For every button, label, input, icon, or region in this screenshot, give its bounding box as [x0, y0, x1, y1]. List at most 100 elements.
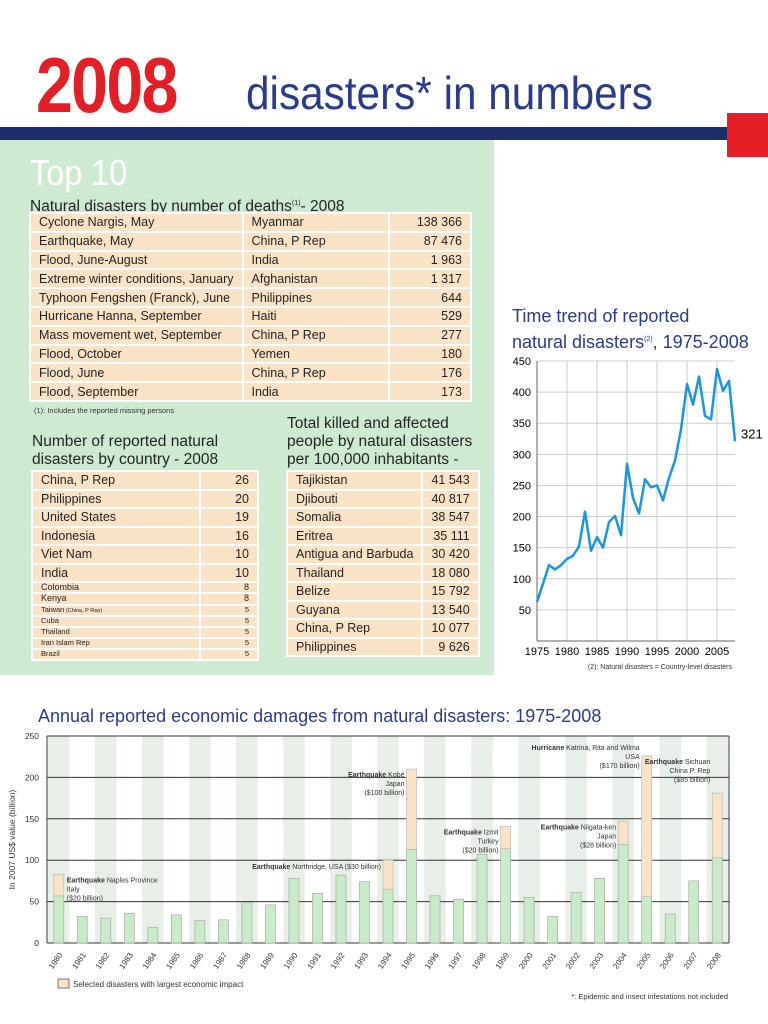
annotation-line: Japan — [385, 781, 404, 788]
bar-selected-disaster — [641, 755, 653, 897]
header-year: 2008 — [36, 41, 178, 129]
table-row: Typhoon Fengshen (Franck), June Philippin… — [29, 287, 473, 308]
x-tick-label: 1986 — [188, 951, 206, 971]
header-bar — [0, 127, 768, 140]
annotation-line: ($100 billion) — [364, 790, 404, 797]
annotation-line: ($170 billion) — [600, 763, 640, 770]
y-tick-label: 250 — [513, 480, 531, 492]
deaths-table: Cyclone Nargis, May Myanmar 138 366 Earthqu… — [29, 212, 473, 402]
x-tick-label: 2003 — [588, 951, 606, 971]
table-cell: China, P Rep — [241, 230, 390, 252]
table-row: Flood, June-August India 1 963 — [29, 249, 473, 271]
bar-base — [53, 895, 65, 944]
bar-selected-disaster — [406, 768, 417, 850]
table-cell: 87 476 — [387, 230, 473, 252]
bar-base — [476, 854, 488, 944]
column-stripe — [377, 736, 399, 943]
table-row: Iran Islam Rep 5 — [30, 636, 259, 650]
annotation-type: Earthquake — [348, 772, 388, 779]
x-tick-label: 1993 — [353, 951, 371, 971]
x-tick-label: 1998 — [470, 951, 488, 971]
annotation-1999: Earthquake Izmit Turkey ($20 billion) — [444, 829, 499, 854]
y-tick-label: 450 — [513, 356, 531, 368]
x-tick-label: 1989 — [258, 951, 276, 971]
column-stripe — [236, 736, 258, 943]
bar-base — [547, 916, 558, 944]
per100k-table: Tajikistan 41 543 Djibouti 40 817 Somalia 38 … — [285, 470, 480, 657]
annotation-line: Italy — [67, 886, 80, 893]
x-tick-label: 1981 — [70, 951, 88, 971]
table-cell: 26 — [199, 470, 259, 491]
x-tick-label: 1987 — [211, 951, 229, 971]
annotation-line: Sichuan — [685, 759, 710, 766]
series-line — [535, 367, 737, 603]
column-stripe — [189, 736, 211, 943]
bar-base — [641, 896, 653, 944]
x-tick-label: 1991 — [306, 951, 324, 971]
table-cell: Viet Nam — [30, 544, 202, 565]
table-row: Philippines 20 — [30, 488, 259, 509]
y-tick-label: 200 — [25, 772, 39, 782]
table-cell: 138 366 — [387, 212, 473, 233]
x-tick-label: 2000 — [517, 951, 535, 971]
annotation-line: Niigata-ken — [581, 824, 617, 831]
table-cell: 529 — [387, 305, 473, 327]
table-cell: 13 540 — [421, 599, 480, 620]
table-cell: 5 — [199, 625, 259, 639]
bar-base — [265, 904, 276, 944]
line-title-1: Time trend of reported — [512, 306, 690, 326]
table-cell: Cyclone Nargis, May — [29, 212, 244, 233]
table-cell: Belize — [285, 581, 424, 602]
annotation-type: Earthquake — [444, 829, 484, 836]
header-title: disasters* in numbers — [246, 67, 653, 119]
annotation-line: ($85 billion) — [674, 777, 710, 784]
table-cell: Cuba — [30, 614, 202, 628]
x-tick-label: 1985 — [164, 951, 182, 971]
table-row: Cuba 5 — [30, 614, 259, 628]
table-cell: Mass movement wet, September — [29, 324, 244, 346]
bar-base — [429, 895, 441, 944]
annotation-1980: Earthquake Naples Province Italy ($20 bill… — [67, 877, 158, 902]
table-cell: 173 — [387, 381, 473, 402]
annotation-1995: Earthquake Kobé Japan ($100 billion) — [348, 772, 405, 797]
bar-selected-disaster — [382, 859, 394, 890]
bar-selected-disaster — [617, 820, 629, 845]
bar-base — [335, 874, 347, 944]
x-tick-label: 1992 — [329, 951, 347, 971]
table-cell: 9 626 — [421, 636, 480, 657]
table-row: China, P Rep 10 077 — [285, 618, 480, 639]
table-cell: Kenya — [30, 592, 202, 606]
table-row: Earthquake, May China, P Rep 87 476 — [29, 230, 473, 252]
table-row: Antigua and Barbuda 30 420 — [285, 544, 480, 565]
table-cell: 10 077 — [421, 618, 480, 639]
line-footnote: (2): Natural disasters = Country-level d… — [588, 664, 733, 671]
table-cell: 40 817 — [421, 488, 480, 509]
table-cell: Flood, June-August — [29, 249, 244, 271]
annotation-line: Kobé — [388, 772, 404, 779]
annotation-type: Earthquake — [252, 864, 292, 871]
x-tick-label: 1990 — [615, 646, 639, 658]
table-cell: Antigua and Barbuda — [285, 544, 424, 565]
bar-base — [218, 919, 229, 944]
table-cell: Eritrea — [285, 525, 424, 546]
deaths-footnote: (1): Includes the reported missing perso… — [34, 406, 175, 415]
table-cell: Indonesia — [30, 525, 202, 546]
column-stripe — [48, 736, 70, 943]
bar-base — [688, 880, 700, 944]
table-cell: 10 — [199, 544, 259, 565]
annotation-line: Katrina, Rita and Wilma — [566, 745, 640, 752]
table-cell: Extreme winter conditions, January — [29, 268, 244, 290]
table-cell: 38 547 — [421, 507, 480, 528]
line-title-sup: (2) — [644, 336, 653, 343]
x-tick-label: 1980 — [47, 951, 65, 971]
annotation-2004: Earthquake Niigata-ken Japan ($28 billion) — [541, 824, 617, 849]
table-cell: 15 792 — [421, 581, 480, 602]
y-tick-label: 350 — [513, 418, 531, 430]
end-label: 321 — [741, 426, 763, 441]
legend-swatch — [57, 978, 70, 989]
annotation-line: Northridge, USA ($30 billion) — [292, 864, 381, 871]
column-stripe — [518, 736, 540, 943]
column-stripe — [471, 736, 493, 943]
bar-base — [711, 857, 723, 944]
table-cell: Typhoon Fengshen (Franck), June — [29, 287, 244, 308]
